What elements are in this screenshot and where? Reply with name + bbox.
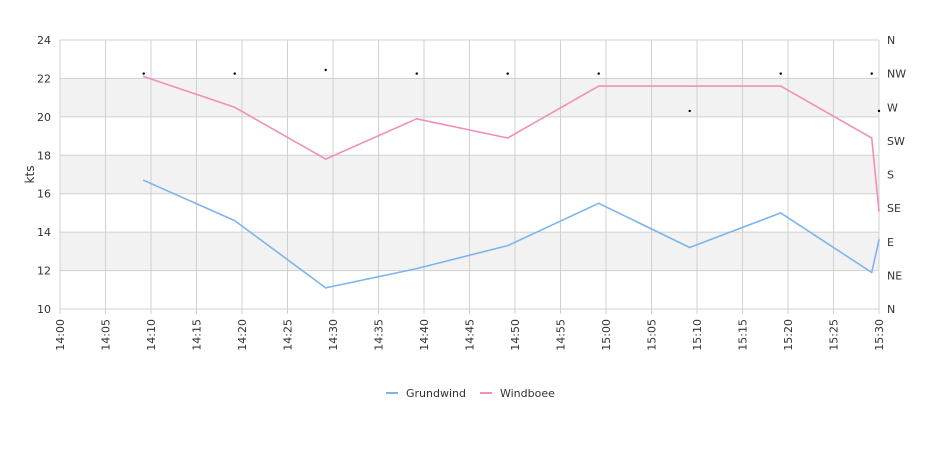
legend-label-grundwind: Grundwind	[406, 387, 466, 400]
right-tick-label: SW	[887, 135, 905, 148]
direction-point	[870, 72, 873, 75]
y-tick-label: 22	[37, 72, 51, 85]
x-tick-label: 15:05	[646, 319, 659, 351]
y-tick-label: 12	[37, 265, 51, 278]
x-tick-label: 14:10	[145, 319, 158, 351]
legend: Grundwind Windboee	[386, 387, 555, 400]
x-tick-label: 14:35	[373, 319, 386, 351]
data-point-windboee	[324, 158, 327, 160]
y-tick-label: 16	[37, 188, 51, 201]
data-point-grundwind	[506, 244, 509, 247]
right-tick-label: NW	[887, 68, 906, 81]
right-tick-label: W	[887, 101, 898, 114]
grid-lines	[59, 39, 880, 314]
data-point-windboee	[779, 85, 782, 87]
y-axis-title: kts	[23, 166, 37, 184]
data-point-windboee	[142, 75, 145, 78]
y-tick-label: 14	[37, 226, 51, 239]
direction-point	[415, 72, 418, 75]
series-line-grundwind	[143, 179, 880, 289]
right-axis-ticks: N NE E SE S SW W NW N	[887, 34, 906, 316]
x-tick-label: 14:40	[418, 319, 431, 351]
x-tick-label: 15:25	[828, 319, 841, 351]
direction-point	[324, 68, 327, 72]
y-tick-label: 10	[37, 303, 51, 316]
data-point-grundwind	[142, 179, 145, 182]
right-tick-label: NE	[887, 269, 902, 282]
left-axis-ticks: 10 12 14 16 18 20 22 24	[37, 34, 51, 316]
x-tick-label: 15:30	[873, 319, 886, 351]
right-tick-label: E	[887, 236, 894, 249]
x-tick-label: 14:50	[509, 319, 522, 351]
direction-point	[506, 72, 509, 75]
x-tick-label: 15:10	[691, 319, 704, 351]
data-point-grundwind	[779, 212, 782, 214]
right-tick-label: SE	[887, 202, 901, 215]
data-point-grundwind	[597, 202, 600, 205]
right-tick-label: N	[887, 303, 895, 316]
data-point-grundwind	[415, 267, 418, 270]
direction-point	[597, 72, 600, 75]
data-point-grundwind	[688, 246, 691, 249]
data-point-grundwind	[233, 219, 236, 222]
x-tick-label: 15:15	[737, 319, 750, 351]
direction-point	[233, 72, 236, 75]
x-tick-label: 15:20	[782, 319, 795, 351]
direction-point	[877, 109, 881, 113]
x-tick-label: 14:45	[464, 319, 477, 351]
right-tick-label: N	[887, 34, 895, 47]
y-tick-label: 24	[37, 34, 51, 47]
series-lines	[142, 75, 880, 289]
data-point-windboee	[415, 117, 418, 120]
data-point-grundwind	[878, 239, 880, 241]
x-tick-label: 14:15	[191, 319, 204, 351]
direction-points	[142, 68, 881, 113]
direction-point	[142, 72, 145, 75]
data-point-windboee	[878, 210, 880, 212]
x-tick-label: 14:05	[100, 319, 113, 351]
direction-point	[688, 109, 691, 113]
x-tick-label: 14:30	[327, 319, 340, 351]
y-tick-label: 18	[37, 149, 51, 162]
x-tick-label: 14:00	[54, 319, 67, 351]
x-axis-ticks: 14:00 14:05 14:10 14:15 14:20 14:25 14:30 14:35…	[54, 319, 886, 351]
series-line-windboee	[143, 75, 880, 212]
legend-label-windboee: Windboee	[500, 387, 555, 400]
x-tick-label: 14:20	[236, 319, 249, 351]
direction-point	[779, 72, 782, 75]
x-tick-label: 14:55	[555, 319, 568, 351]
data-point-windboee	[506, 137, 509, 139]
right-tick-label: S	[887, 169, 894, 182]
data-point-windboee	[870, 137, 873, 139]
data-point-windboee	[597, 85, 600, 87]
data-point-grundwind	[870, 271, 873, 274]
data-point-grundwind	[324, 287, 327, 289]
y-tick-label: 20	[37, 111, 51, 124]
x-tick-label: 15:00	[600, 319, 613, 351]
data-point-windboee	[688, 85, 691, 87]
data-point-windboee	[233, 106, 236, 109]
x-tick-label: 14:25	[282, 319, 295, 351]
